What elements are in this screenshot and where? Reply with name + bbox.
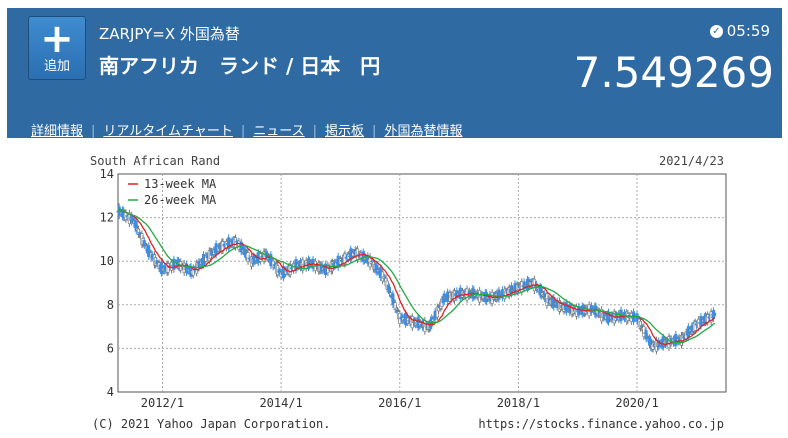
moving-averages — [117, 207, 716, 346]
legend-label: 26-week MA — [144, 193, 217, 207]
plot-frame — [117, 173, 727, 393]
x-tick-label: 2012/1 — [141, 396, 184, 410]
y-tick-label: 8 — [107, 298, 114, 312]
y-tick-label: 12 — [100, 211, 114, 225]
y-tick-label: 10 — [100, 254, 114, 268]
sub-navigation: 詳細情報 | リアルタイムチャート | ニュース | 掲示板 | 外国為替情報 — [31, 120, 462, 139]
x-tick-label: 2020/1 — [615, 396, 658, 410]
x-tick-label: 2014/1 — [259, 396, 302, 410]
y-axis: 4 6 8 10 12 14 — [100, 167, 114, 399]
nav-separator: | — [312, 124, 318, 139]
x-tick-label: 2016/1 — [378, 396, 421, 410]
candle-body — [713, 312, 717, 317]
nav-separator: | — [240, 124, 246, 139]
plus-icon: + — [40, 16, 74, 62]
update-time: ✓ 05:59 — [709, 22, 770, 40]
add-button-label: 追加 — [43, 59, 70, 74]
symbol-label: ZARJPY=X 外国為替 — [99, 25, 240, 43]
quote-header: + 追加 ZARJPY=X 外国為替 南アフリカ ランド / 日本 円 ✓ 05:… — [7, 8, 782, 139]
chart-svg: South African Rand 2021/4/23 4 6 8 10 12 14 2… — [90, 154, 727, 431]
grid-lines — [118, 174, 726, 392]
add-button[interactable]: + 追加 — [28, 16, 86, 80]
x-axis: 2012/1 2014/1 2016/1 2018/1 2020/1 — [141, 396, 659, 410]
nav-separator: | — [91, 124, 96, 139]
chart-date: 2021/4/23 — [659, 154, 724, 168]
nav-board[interactable]: 掲示板 — [325, 124, 365, 139]
nav-news[interactable]: ニュース — [253, 124, 305, 139]
pair-name: 南アフリカ ランド / 日本 円 — [99, 54, 381, 78]
copyright: (C) 2021 Yahoo Japan Corporation. — [92, 417, 330, 431]
ma13-line — [117, 207, 715, 346]
source-url: https://stocks.finance.yahoo.co.jp — [478, 417, 724, 431]
y-tick-label: 4 — [107, 385, 114, 399]
nav-separator: | — [372, 124, 377, 139]
nav-realtime-chart[interactable]: リアルタイムチャート — [103, 124, 233, 139]
clock-check-icon: ✓ — [709, 25, 723, 38]
price-value: 7.549269 — [573, 48, 774, 97]
price-chart: South African Rand 2021/4/23 4 6 8 10 12 14 2… — [0, 150, 788, 434]
chart-title: South African Rand — [90, 154, 220, 168]
legend-label: 13-week MA — [144, 177, 217, 191]
nav-forex-info[interactable]: 外国為替情報 — [384, 124, 463, 139]
ma26-line — [117, 207, 716, 344]
time-value: 05:59 — [726, 22, 770, 40]
y-tick-label: 6 — [107, 341, 114, 355]
x-tick-label: 2018/1 — [497, 396, 540, 410]
legend: 13-week MA 26-week MA — [128, 177, 217, 207]
y-tick-label: 14 — [100, 167, 114, 181]
nav-details[interactable]: 詳細情報 — [31, 124, 84, 139]
